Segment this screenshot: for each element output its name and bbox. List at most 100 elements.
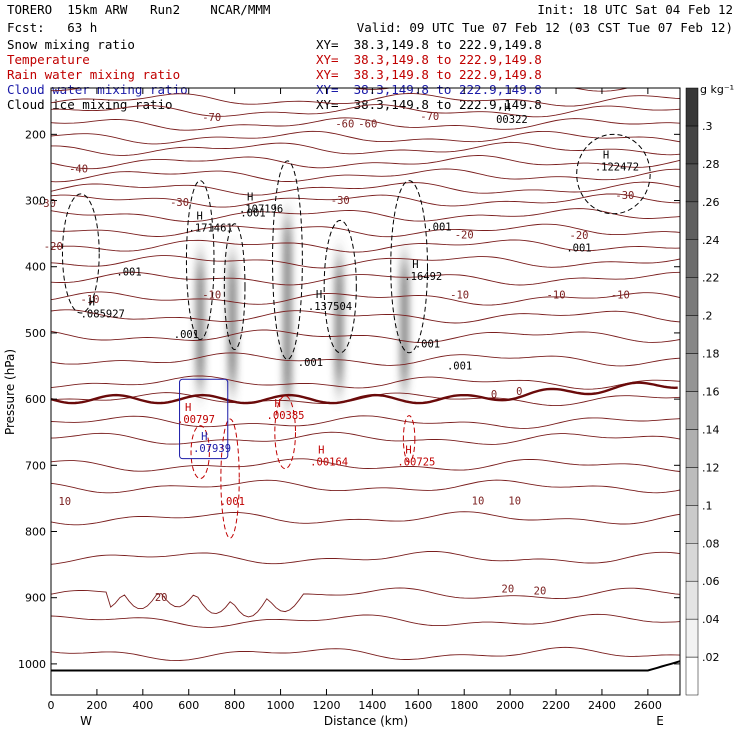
contour-value: .001 <box>220 496 245 508</box>
y-tick-label: 900 <box>25 592 46 605</box>
colorbar-segment <box>685 239 699 278</box>
y-tick-label: 400 <box>25 261 46 274</box>
isotherm-line <box>51 239 680 253</box>
colorbar-segment <box>685 580 699 620</box>
isotherm-line <box>51 208 680 223</box>
valid-time: Valid: 09 UTC Tue 07 Feb 12 (03 CST Tue … <box>356 20 733 35</box>
x-tick-label: 2600 <box>634 699 662 712</box>
dashed-contour <box>274 395 296 470</box>
isotherm-line <box>51 93 680 107</box>
isotherm-label: -20 <box>455 229 474 241</box>
max-value: .107196 <box>239 203 283 215</box>
isotherm-line <box>51 291 680 306</box>
isotherm-line <box>51 104 680 118</box>
cloud-water-contour <box>179 378 229 460</box>
max-marker: H <box>247 191 253 203</box>
max-marker: H <box>504 102 510 114</box>
dashed-contour <box>390 180 428 354</box>
isotherm-line <box>51 255 680 269</box>
isotherm-label: 10 <box>472 495 485 507</box>
isotherm-line <box>51 223 680 238</box>
max-value: .00725 <box>397 456 435 468</box>
snow-core <box>283 220 292 400</box>
contour-value: .001 <box>174 329 199 341</box>
y-tick-label: 700 <box>25 459 46 472</box>
isotherm-line <box>51 587 680 618</box>
isotherm-line <box>51 431 680 445</box>
dashed-contour <box>323 219 357 354</box>
colorbar-tick-label: .3 <box>702 120 713 133</box>
y-tick-label: 300 <box>25 195 46 208</box>
max-value: .171461 <box>189 223 233 235</box>
isotherm-label: -60 <box>358 119 377 131</box>
max-marker: H <box>185 402 191 414</box>
colorbar-tick-label: .16 <box>702 386 720 399</box>
colorbar-segment <box>685 201 699 240</box>
colorbar-tick-label: .1 <box>702 499 713 512</box>
snow-core <box>228 260 237 386</box>
isotherm-line <box>51 193 680 208</box>
x-tick-label: 2000 <box>496 699 524 712</box>
contour-value: .001 <box>240 207 265 219</box>
colorbar-segment <box>685 277 699 316</box>
max-marker: H <box>197 211 203 223</box>
freezing-level-line <box>51 381 678 405</box>
contour-value: .001 <box>415 338 440 350</box>
isotherm-label: 20 <box>502 583 515 595</box>
isotherm-line <box>51 415 680 429</box>
max-value: 00322 <box>496 114 528 126</box>
axes: 0 200 400 600 800 1000 1200 1400 1600 1800 2000 220… <box>18 88 680 712</box>
isotherm-line <box>51 329 680 344</box>
colorbar: .02 .04 .06 .08 .1 .12 .14 .16 .18 .2 .22 .24 .26 .28… <box>685 83 734 696</box>
colorbar-tick-label: .04 <box>702 613 720 626</box>
isotherm-line <box>51 375 680 390</box>
x-tick-label: 1200 <box>312 699 340 712</box>
x-tick-label: 2400 <box>588 699 616 712</box>
colorbar-segment <box>685 505 699 544</box>
field-xy-rain: XY= 38.3,149.8 to 222.9,149.8 <box>316 67 542 82</box>
isotherm-label: 0 <box>516 386 522 398</box>
isotherm-line <box>51 511 680 526</box>
isotherm-line <box>51 168 680 183</box>
isotherm-label: -70 <box>420 111 439 123</box>
max-marker: H <box>405 444 411 456</box>
max-value: .085927 <box>81 309 125 321</box>
max-value: .07939 <box>193 443 231 455</box>
isotherm-line <box>51 155 680 170</box>
colorbar-tick-label: .24 <box>702 234 720 247</box>
isotherm-label: -30 <box>331 195 350 207</box>
contour-labels: -70 -70-60 -60-40-30 -30 -30 -30-20-20 -20-10-… <box>37 102 639 604</box>
dashed-contour <box>576 133 651 215</box>
east-label: E <box>656 714 664 728</box>
y-axis-title: Pressure (hPa) <box>3 349 17 435</box>
isotherm-line <box>51 88 630 92</box>
colorbar-tick-label: .02 <box>702 651 720 664</box>
max-value: .00797 <box>177 414 215 426</box>
colorbar-tick-label: .28 <box>702 158 720 171</box>
header-line-2: Fcst: 63 h <box>7 20 98 35</box>
colorbar-tick-label: .22 <box>702 272 720 285</box>
colorbar-tick-label: .12 <box>702 461 720 474</box>
isotherm-line <box>51 68 680 81</box>
isotherm-line <box>51 181 680 196</box>
x-tick-label: 1000 <box>267 699 295 712</box>
max-value: .137504 <box>308 301 352 313</box>
x-tick-label: 1400 <box>358 699 386 712</box>
colorbar-segment <box>685 467 699 506</box>
max-marker: H <box>275 398 281 410</box>
max-marker: H <box>201 431 207 443</box>
isotherm-label: 10 <box>508 495 521 507</box>
isotherm-label: -30 <box>615 190 634 202</box>
plot-frame <box>50 87 681 696</box>
isotherm-line <box>51 613 680 628</box>
field-name-temperature: Temperature <box>7 52 90 67</box>
isotherm-label: -10 <box>450 289 469 301</box>
isotherm-label: -40 <box>69 164 88 176</box>
max-value: .16492 <box>404 271 442 283</box>
max-marker: H <box>318 444 324 456</box>
max-marker: H <box>316 289 322 301</box>
surface-line <box>51 660 680 672</box>
contour-value: .001 <box>447 360 472 372</box>
field-name-cloud-ice: Cloud ice mixing ratio <box>7 97 173 112</box>
